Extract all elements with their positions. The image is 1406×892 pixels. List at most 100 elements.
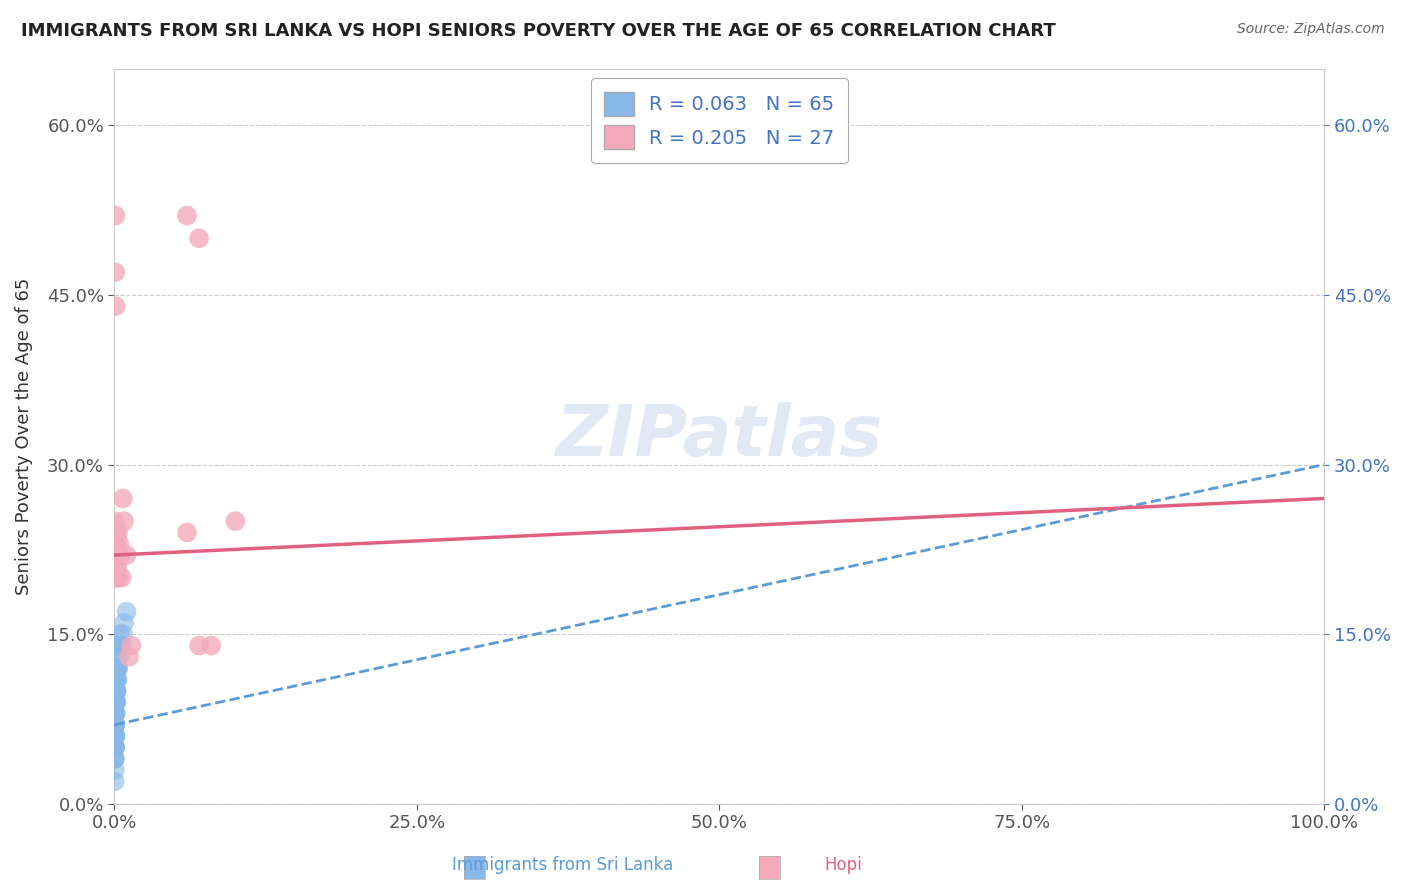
Text: Immigrants from Sri Lanka: Immigrants from Sri Lanka bbox=[451, 856, 673, 874]
Point bbox=[104, 706, 127, 721]
Text: Source: ZipAtlas.com: Source: ZipAtlas.com bbox=[1237, 22, 1385, 37]
Point bbox=[105, 683, 128, 698]
Point bbox=[105, 537, 128, 551]
Point bbox=[105, 661, 128, 675]
Text: IMMIGRANTS FROM SRI LANKA VS HOPI SENIORS POVERTY OVER THE AGE OF 65 CORRELATION: IMMIGRANTS FROM SRI LANKA VS HOPI SENIOR… bbox=[21, 22, 1056, 40]
Point bbox=[104, 752, 127, 766]
Point bbox=[107, 525, 129, 540]
Point bbox=[104, 752, 127, 766]
Point bbox=[104, 729, 127, 743]
Point bbox=[111, 571, 134, 585]
Point bbox=[105, 673, 128, 687]
Point bbox=[105, 673, 128, 687]
Point bbox=[105, 695, 128, 709]
Point bbox=[108, 649, 131, 664]
Point bbox=[104, 718, 127, 732]
Point bbox=[111, 491, 134, 506]
Point bbox=[104, 695, 127, 709]
Point bbox=[104, 706, 127, 721]
Point bbox=[104, 718, 127, 732]
Point bbox=[108, 627, 131, 641]
Point bbox=[112, 514, 135, 528]
Point bbox=[110, 639, 132, 653]
Point bbox=[105, 661, 128, 675]
Point bbox=[104, 661, 127, 675]
Point bbox=[104, 514, 127, 528]
Point bbox=[105, 695, 128, 709]
Point bbox=[105, 649, 128, 664]
Point bbox=[120, 639, 142, 653]
Point bbox=[104, 706, 127, 721]
Point bbox=[105, 661, 128, 675]
Point bbox=[104, 752, 127, 766]
Point bbox=[104, 729, 127, 743]
Point bbox=[104, 683, 127, 698]
Point bbox=[104, 695, 127, 709]
Point bbox=[104, 729, 127, 743]
Point bbox=[107, 548, 129, 562]
Legend: R = 0.063   N = 65, R = 0.205   N = 27: R = 0.063 N = 65, R = 0.205 N = 27 bbox=[591, 78, 848, 162]
Point bbox=[104, 763, 127, 777]
Point bbox=[104, 740, 127, 755]
Point bbox=[104, 683, 127, 698]
Point bbox=[111, 627, 134, 641]
Point bbox=[104, 537, 127, 551]
Point bbox=[104, 571, 127, 585]
Point bbox=[104, 729, 127, 743]
Point bbox=[104, 706, 127, 721]
Point bbox=[110, 548, 132, 562]
Point bbox=[115, 605, 138, 619]
Point bbox=[224, 514, 246, 528]
Point bbox=[104, 548, 127, 562]
Point bbox=[104, 673, 127, 687]
Point bbox=[188, 639, 211, 653]
Point bbox=[104, 683, 127, 698]
Point bbox=[104, 559, 127, 574]
Point bbox=[104, 683, 127, 698]
Point bbox=[111, 639, 134, 653]
Point bbox=[200, 639, 222, 653]
Text: Hopi: Hopi bbox=[825, 856, 862, 874]
Point bbox=[107, 673, 129, 687]
Point bbox=[105, 559, 128, 574]
Point bbox=[107, 661, 129, 675]
Y-axis label: Seniors Poverty Over the Age of 65: Seniors Poverty Over the Age of 65 bbox=[15, 277, 32, 595]
Point bbox=[105, 571, 128, 585]
Point bbox=[104, 740, 127, 755]
Point bbox=[104, 209, 127, 223]
Point bbox=[107, 661, 129, 675]
Point bbox=[104, 740, 127, 755]
Point bbox=[112, 615, 135, 630]
Point bbox=[104, 718, 127, 732]
Point bbox=[104, 706, 127, 721]
Point bbox=[105, 673, 128, 687]
Point bbox=[104, 695, 127, 709]
Point bbox=[104, 740, 127, 755]
Point bbox=[176, 209, 198, 223]
Point bbox=[104, 695, 127, 709]
Point bbox=[115, 548, 138, 562]
Point bbox=[104, 740, 127, 755]
Point bbox=[188, 231, 211, 245]
Point bbox=[104, 718, 127, 732]
Point bbox=[104, 548, 127, 562]
Point bbox=[118, 649, 141, 664]
Point bbox=[104, 525, 127, 540]
Point bbox=[105, 661, 128, 675]
Point bbox=[104, 729, 127, 743]
Point bbox=[105, 683, 128, 698]
Point bbox=[104, 299, 127, 313]
Point bbox=[104, 774, 127, 789]
Point bbox=[104, 729, 127, 743]
Point bbox=[104, 548, 127, 562]
Point bbox=[105, 548, 128, 562]
Point bbox=[108, 537, 131, 551]
Point bbox=[176, 525, 198, 540]
Point bbox=[104, 729, 127, 743]
Point bbox=[104, 718, 127, 732]
Point bbox=[104, 265, 127, 279]
Point bbox=[107, 571, 129, 585]
Point bbox=[104, 695, 127, 709]
Point bbox=[107, 649, 129, 664]
Text: ZIPatlas: ZIPatlas bbox=[555, 401, 883, 471]
